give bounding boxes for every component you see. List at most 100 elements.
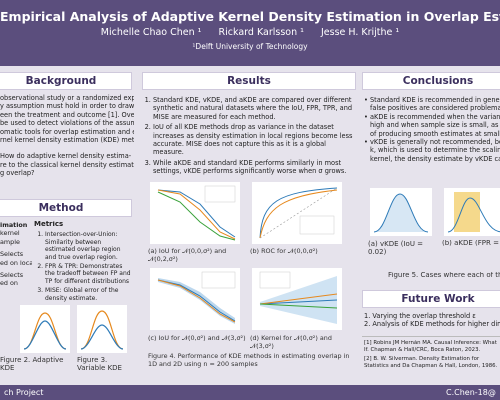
legend-box bbox=[299, 215, 335, 235]
subfigure-caption: (a) vKDE (IoU = 0.02) bbox=[368, 240, 424, 256]
text-line: • vKDE is generally not recommended, bec bbox=[364, 138, 500, 146]
affiliation: ¹Delft University of Technology bbox=[192, 42, 308, 51]
text-line: 2. Analysis of KDE methods for higher di… bbox=[364, 320, 500, 328]
plot-image bbox=[150, 268, 240, 330]
metric: Intersection-over-Union: Similarity betw… bbox=[45, 231, 132, 261]
footer-right: C.Chen-18@ bbox=[446, 388, 496, 397]
references: [1] Robins JM Hernán MA. Causal Inferenc… bbox=[364, 340, 500, 369]
title: Empirical Analysis of Adaptive Kernel De… bbox=[0, 9, 500, 24]
figure-image bbox=[20, 305, 70, 353]
text-line: ample bbox=[0, 237, 20, 246]
plot-image bbox=[370, 188, 432, 236]
author: Michelle Chao Chen ¹ bbox=[100, 27, 202, 38]
curve bbox=[373, 193, 429, 233]
curve bbox=[259, 299, 338, 305]
curve bbox=[259, 303, 338, 309]
subfigure-caption: (b) aKDE (FPR = bbox=[442, 240, 499, 247]
text-line: re to the classical kernel density estim… bbox=[0, 160, 134, 169]
text-line: observational study or a randomized expe… bbox=[0, 94, 134, 102]
divider bbox=[362, 336, 500, 337]
conclusions-list: • Standard KDE is recommended in genera … bbox=[364, 96, 500, 163]
footer-left: ch Project bbox=[4, 388, 44, 397]
text: Analysis of KDE methods for higher dimen… bbox=[372, 320, 500, 329]
figure-caption: Figure 2. Adaptive KDE bbox=[0, 356, 64, 372]
metrics: Metrics Intersection-over-Union: Similar… bbox=[34, 221, 132, 304]
text-line: y assumption must hold in order to draw bbox=[0, 102, 134, 111]
method-left: imation kernel ample Selects ed on local… bbox=[0, 221, 32, 288]
metric: MISE: Global error of the density estima… bbox=[45, 287, 132, 302]
section-heading: Future Work bbox=[362, 290, 500, 308]
subfigure-caption: (b) ROC for 𝒩(0,0,σ²) bbox=[250, 247, 318, 255]
text-line: of producing smooth estimates at small s bbox=[370, 129, 500, 138]
curve bbox=[447, 197, 500, 233]
plot-image bbox=[444, 188, 500, 236]
text-line: g overlap? bbox=[0, 169, 35, 178]
text-line: Selects bbox=[0, 271, 24, 280]
plot-image bbox=[252, 182, 342, 244]
text-line: kernel bbox=[0, 229, 20, 238]
results-list: Standard KDE, vKDE, and aKDE are compare… bbox=[142, 96, 356, 178]
text-line: kernel, the density estimate by vKDE can bbox=[370, 154, 500, 163]
authors: Michelle Chao Chen ¹ Rickard Karlsson ¹ … bbox=[0, 27, 500, 38]
text: Varying the overlap threshold ε bbox=[372, 312, 476, 320]
legend-box bbox=[201, 271, 236, 289]
text-line: 1. Varying the overlap threshold ε bbox=[364, 312, 476, 320]
curve bbox=[259, 189, 338, 239]
text-line: • aKDE is recommended when the varianc bbox=[364, 113, 500, 121]
subfigure-caption: (d) Kernel for 𝒩(0,σ²) and 𝒩(3,σ²) bbox=[250, 334, 332, 350]
legend-box bbox=[259, 271, 291, 289]
legend-box bbox=[204, 185, 236, 203]
text-line: be used to detect violations of the assu… bbox=[0, 119, 134, 128]
text-line: rnel kernel density estimation (KDE) met… bbox=[0, 136, 134, 145]
curve bbox=[80, 324, 124, 350]
figure-caption: Figure 5. Cases where each of the meth bbox=[388, 272, 500, 279]
text-line: high and when sample size is small, as a… bbox=[370, 121, 500, 130]
footer: ch Project C.Chen-18@ bbox=[0, 385, 500, 400]
result-item: Standard KDE, vKDE, and aKDE are compare… bbox=[153, 96, 356, 121]
text-line: false positives are considered problemat… bbox=[370, 104, 500, 113]
text-line: imation bbox=[0, 221, 28, 229]
figure-image bbox=[77, 305, 127, 353]
band bbox=[260, 276, 337, 324]
text-line: • Standard KDE is recommended in genera bbox=[364, 96, 500, 104]
text-line: Selects bbox=[0, 250, 24, 259]
curve bbox=[80, 310, 124, 350]
curve bbox=[157, 189, 236, 238]
diagonal bbox=[259, 187, 338, 239]
result-item: IoU of all KDE methods drop as variance … bbox=[153, 123, 356, 157]
header: Empirical Analysis of Adaptive Kernel De… bbox=[0, 0, 500, 66]
author: Rickard Karlsson ¹ bbox=[218, 27, 304, 38]
figure-caption: Figure 4. Performance of KDE methods in … bbox=[148, 352, 350, 368]
section-heading: Results bbox=[142, 72, 356, 90]
metric: FPR & TPR: Demonstrates the tradeoff bet… bbox=[45, 263, 132, 285]
text-line: ed on local bbox=[0, 258, 32, 267]
future-list: 1. Varying the overlap threshold ε 2. An… bbox=[364, 312, 500, 329]
text: aKDE is recommended when the varianc bbox=[370, 112, 500, 121]
plot-image bbox=[252, 268, 342, 330]
text: Standard KDE is recommended in genera bbox=[370, 96, 500, 104]
metrics-heading: Metrics bbox=[34, 221, 64, 228]
subfigure-caption: (a) IoU for 𝒩(0,0,σ²) and 𝒩(0,2,σ²) bbox=[148, 247, 227, 263]
result-item: While aKDE and standard KDE performs sim… bbox=[153, 159, 356, 176]
curve bbox=[259, 187, 338, 239]
section-heading: Conclusions bbox=[362, 72, 500, 90]
section-heading: Background bbox=[0, 72, 132, 90]
band bbox=[158, 278, 235, 324]
band bbox=[454, 192, 480, 232]
curve bbox=[157, 191, 236, 241]
reference: [2] B. W. Silverman. Density Estimation … bbox=[364, 356, 498, 369]
text-line: omatic tools for overlap estimation and … bbox=[0, 127, 134, 136]
curve bbox=[23, 320, 67, 350]
curve bbox=[259, 293, 338, 305]
text-line: How do adaptive kernel density estima- bbox=[0, 152, 132, 161]
text-line: k, which is used to determine the scalin… bbox=[370, 146, 500, 155]
figure-caption: Figure 3. Variable KDE bbox=[77, 356, 122, 372]
plot-image bbox=[150, 182, 240, 244]
curve bbox=[157, 279, 236, 322]
text-line: een the treatment and outcome [1]. Over- bbox=[0, 110, 134, 119]
text: vKDE is generally not recommended, bec bbox=[370, 138, 500, 147]
subfigure-caption: (c) IoU for 𝒩(0,σ²) and 𝒩(3,σ²) bbox=[148, 334, 246, 342]
reference: [1] Robins JM Hernán MA. Causal Inferenc… bbox=[364, 340, 497, 353]
curve bbox=[157, 189, 236, 240]
